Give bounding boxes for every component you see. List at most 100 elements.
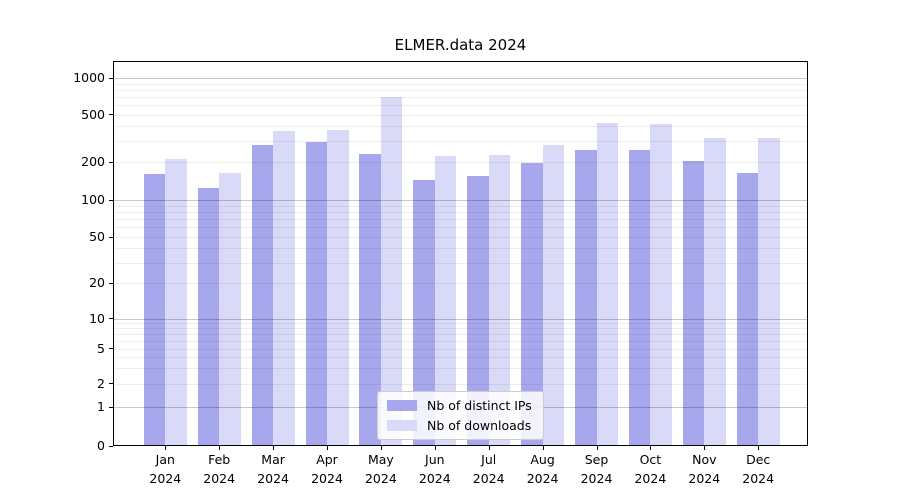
gridline-minor: [114, 140, 807, 142]
gridline-minor: [114, 328, 807, 330]
x-tick-mark: [704, 446, 706, 450]
x-tick-mark: [596, 446, 598, 450]
bar-downloads-may: [380, 96, 403, 445]
chart-title: ELMER.data 2024: [394, 36, 527, 54]
y-tick-mark: [109, 114, 113, 115]
x-tick-month: Nov: [692, 452, 717, 467]
y-tick-mark: [109, 161, 113, 163]
legend-item-distinct-ips: Nb of distinct IPs: [387, 398, 532, 413]
bar-downloads-dec: [758, 138, 780, 445]
y-tick-label: 50: [89, 229, 105, 244]
bar-downloads-nov: [704, 137, 726, 445]
bar-downloads-jan: [165, 159, 187, 445]
x-tick-label: Mar 2024: [241, 450, 305, 488]
bar-distinct-ips-apr: [305, 141, 327, 445]
x-tick-mark: [273, 446, 275, 450]
bar-distinct-ips-nov: [682, 160, 705, 445]
legend-label-downloads: Nb of downloads: [427, 418, 532, 433]
y-tick-label: 200: [81, 154, 105, 169]
bar-downloads-feb: [219, 172, 241, 445]
legend-swatch-distinct-ips-icon: [387, 400, 417, 411]
gridline-minor: [114, 283, 807, 284]
x-tick-label: Jun 2024: [403, 450, 467, 488]
gridline-minor: [114, 89, 807, 91]
x-tick-year: 2024: [526, 471, 559, 486]
bar-distinct-ips-jul: [467, 175, 489, 445]
gridline-minor: [114, 104, 807, 106]
gridline-minor: [114, 333, 807, 335]
bar-downloads-jul: [488, 154, 511, 445]
y-tick-label: 1000: [73, 70, 105, 85]
y-tick-mark: [109, 383, 113, 384]
bar-distinct-ips-aug: [521, 163, 543, 445]
gridline-minor: [114, 340, 807, 342]
x-tick-year: 2024: [364, 471, 397, 486]
gridline-minor: [114, 368, 807, 369]
x-tick-month: Sep: [584, 452, 609, 467]
gridline-minor: [114, 219, 807, 221]
x-tick-label: Jul 2024: [457, 450, 521, 488]
x-tick-mark: [650, 446, 652, 450]
x-tick-year: 2024: [472, 471, 505, 486]
gridline-minor: [114, 126, 807, 128]
bar-downloads-oct: [650, 124, 672, 445]
gridline-minor: [114, 162, 807, 163]
y-tick-label: 5: [97, 340, 105, 356]
bar-downloads-sep: [596, 122, 618, 445]
x-tick-month: Dec: [746, 452, 771, 467]
y-tick-mark: [109, 445, 113, 447]
y-tick-label: 100: [81, 192, 105, 207]
y-tick-mark: [109, 348, 113, 349]
gridline-minor: [114, 237, 807, 238]
x-tick-label: Feb 2024: [187, 450, 251, 488]
x-tick-mark: [380, 446, 382, 450]
gridline-minor: [114, 83, 807, 85]
y-tick-mark: [109, 318, 113, 319]
x-tick-year: 2024: [742, 471, 775, 486]
x-tick-month: Jan: [155, 452, 175, 467]
y-tick-mark: [109, 406, 113, 408]
x-tick-month: Jul: [481, 452, 497, 467]
y-tick-label: 10: [89, 310, 105, 326]
y-tick-label: 0: [97, 438, 105, 453]
x-tick-label: May 2024: [349, 450, 413, 488]
gridline-minor: [114, 211, 807, 213]
x-tick-month: Oct: [639, 452, 662, 467]
x-tick-mark: [488, 446, 490, 450]
x-tick-year: 2024: [149, 471, 182, 486]
x-tick-label: Dec 2024: [726, 450, 790, 488]
gridline-major: [114, 318, 807, 320]
x-tick-month: May: [367, 452, 394, 467]
bar-distinct-ips-feb: [197, 187, 220, 445]
x-tick-month: Feb: [208, 452, 231, 467]
x-tick-mark: [434, 446, 436, 450]
x-tick-month: Jun: [425, 452, 445, 467]
gridline-minor: [114, 96, 807, 98]
y-tick-label: 1: [97, 399, 105, 414]
x-tick-label: Apr 2024: [295, 450, 359, 488]
bar-downloads-apr: [327, 130, 349, 445]
x-tick-year: 2024: [580, 471, 613, 486]
gridline-major: [114, 78, 807, 79]
legend-label-distinct-ips: Nb of distinct IPs: [427, 398, 532, 413]
y-tick-mark: [109, 77, 113, 79]
y-tick-label: 2: [97, 375, 105, 391]
x-tick-mark: [165, 446, 167, 450]
gridline-major: [114, 200, 807, 201]
x-tick-label: Oct 2024: [618, 450, 682, 488]
legend: Nb of distinct IPs Nb of downloads: [377, 391, 544, 440]
gridline-minor: [114, 227, 807, 229]
bar-distinct-ips-may: [359, 153, 381, 445]
x-tick-mark: [758, 446, 760, 450]
x-tick-mark: [542, 446, 544, 450]
x-tick-label: Sep 2024: [565, 450, 629, 488]
y-tick-label: 500: [81, 106, 105, 122]
x-tick-label: Nov 2024: [672, 450, 736, 488]
bar-distinct-ips-dec: [736, 172, 759, 445]
x-tick-label: Jan 2024: [133, 450, 197, 488]
gridline-minor: [114, 348, 807, 350]
y-tick-mark: [109, 199, 113, 201]
x-tick-year: 2024: [418, 471, 451, 486]
gridline-minor: [114, 262, 807, 264]
